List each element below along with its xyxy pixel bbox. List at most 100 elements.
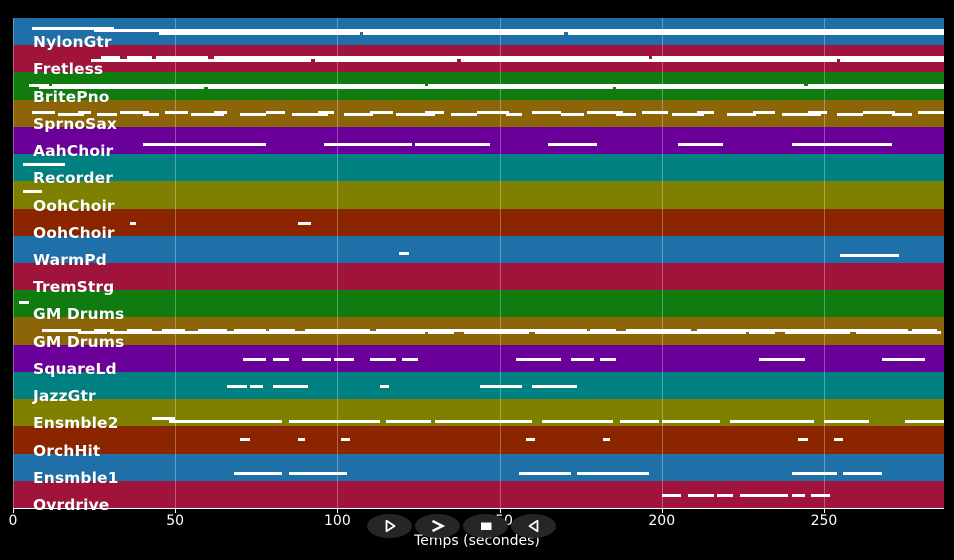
note-mark: [509, 31, 542, 35]
note-mark: [593, 56, 636, 60]
note-mark: [557, 385, 578, 389]
note-mark: [29, 83, 49, 87]
note-mark: [687, 494, 714, 498]
note-mark: [840, 253, 899, 257]
note-mark: [272, 385, 296, 389]
note-mark: [535, 56, 565, 60]
note-mark: [752, 110, 776, 114]
note-mark: [577, 58, 633, 62]
track-band[interactable]: [13, 317, 944, 345]
track-band[interactable]: [13, 181, 944, 209]
note-mark: [895, 83, 944, 87]
note-mark: [64, 85, 114, 89]
note-mark: [613, 29, 665, 33]
note-mark: [240, 437, 250, 441]
note-mark: [408, 29, 448, 33]
note-mark: [619, 419, 659, 423]
note-mark: [94, 328, 114, 332]
note-mark: [778, 83, 805, 87]
rewind-button[interactable]: [511, 514, 556, 538]
note-mark: [616, 85, 662, 89]
note-mark: [113, 58, 150, 62]
note-mark: [304, 31, 341, 35]
note-mark: [752, 58, 789, 62]
stop-button[interactable]: [463, 514, 508, 538]
note-mark: [515, 83, 565, 87]
track-band[interactable]: [13, 18, 944, 46]
track-band[interactable]: [13, 344, 944, 372]
note-mark: [360, 56, 400, 60]
note-mark: [496, 29, 552, 33]
note-mark: [661, 419, 721, 423]
track-band[interactable]: [13, 399, 944, 427]
note-mark: [77, 330, 108, 334]
note-mark: [214, 330, 254, 334]
track-label-ovrdrive: Ovrdrive: [33, 496, 110, 514]
note-mark: [285, 330, 328, 334]
note-mark: [684, 31, 717, 35]
note-mark: [749, 83, 786, 87]
note-mark: [570, 330, 623, 334]
note-mark: [817, 29, 860, 33]
track-band[interactable]: [13, 154, 944, 182]
note-mark: [862, 110, 896, 114]
note-mark: [506, 385, 523, 389]
piano-roll-plot[interactable]: [13, 18, 944, 508]
note-mark: [415, 142, 461, 146]
note-mark: [849, 85, 889, 89]
note-mark: [32, 190, 43, 194]
note-mark: [437, 29, 468, 33]
note-mark: [97, 113, 117, 117]
track-band[interactable]: [13, 45, 944, 73]
note-mark: [424, 110, 445, 114]
note-mark: [19, 301, 30, 305]
track-band[interactable]: [13, 453, 944, 481]
note-mark: [840, 58, 880, 62]
note-mark: [175, 142, 211, 146]
note-mark: [386, 419, 432, 423]
note-mark: [716, 494, 734, 498]
track-band[interactable]: [13, 99, 944, 127]
track-band[interactable]: [13, 72, 944, 100]
play-button[interactable]: [367, 514, 412, 538]
track-band[interactable]: [13, 371, 944, 400]
note-mark: [369, 83, 406, 87]
track-band[interactable]: [13, 480, 944, 508]
note-mark: [694, 58, 747, 62]
note-mark: [626, 328, 662, 332]
fast-forward-button[interactable]: [415, 514, 460, 538]
note-mark: [785, 330, 821, 334]
note-mark: [759, 358, 786, 362]
note-mark: [856, 330, 896, 334]
track-label-nylongtr: NylonGtr: [33, 33, 112, 52]
track-label-jazzgtr: JazzGtr: [33, 387, 96, 406]
note-mark: [402, 358, 419, 362]
note-mark: [324, 85, 374, 89]
note-mark: [528, 85, 571, 89]
track-band[interactable]: [13, 126, 944, 155]
note-mark: [32, 110, 49, 114]
note-mark: [622, 56, 649, 60]
track-band[interactable]: [13, 235, 944, 263]
note-mark: [665, 58, 724, 62]
track-band[interactable]: [13, 290, 944, 318]
axis-tick: [175, 508, 177, 513]
track-band[interactable]: [13, 208, 944, 236]
track-band[interactable]: [13, 426, 944, 454]
note-mark: [204, 29, 244, 33]
note-mark: [298, 222, 312, 226]
stop-icon: [478, 518, 494, 534]
note-mark: [243, 358, 267, 362]
note-mark: [369, 358, 396, 362]
note-mark: [781, 58, 824, 62]
note-mark: [363, 31, 419, 35]
note-mark: [214, 56, 254, 60]
note-mark: [158, 31, 208, 35]
note-mark: [836, 113, 863, 117]
note-mark: [317, 110, 335, 114]
note-mark: [859, 31, 909, 35]
note-mark: [820, 330, 850, 334]
note-mark: [168, 58, 224, 62]
note-mark: [269, 328, 296, 332]
track-band[interactable]: [13, 263, 944, 291]
